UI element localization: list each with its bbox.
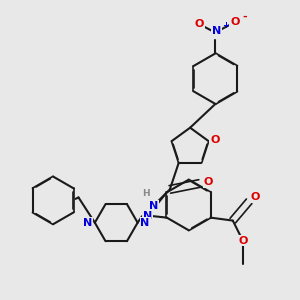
Text: O: O	[250, 192, 260, 202]
Text: N: N	[212, 26, 221, 36]
Text: O: O	[204, 177, 213, 187]
Text: N: N	[149, 201, 158, 211]
Text: N: N	[140, 218, 150, 228]
Text: -: -	[243, 11, 248, 21]
Text: H: H	[142, 189, 150, 198]
Text: N: N	[143, 211, 152, 221]
Text: +: +	[222, 21, 229, 30]
Text: O: O	[238, 236, 248, 245]
Text: O: O	[210, 135, 220, 145]
Text: O: O	[230, 17, 239, 27]
Text: N: N	[83, 218, 92, 228]
Text: O: O	[194, 19, 204, 29]
